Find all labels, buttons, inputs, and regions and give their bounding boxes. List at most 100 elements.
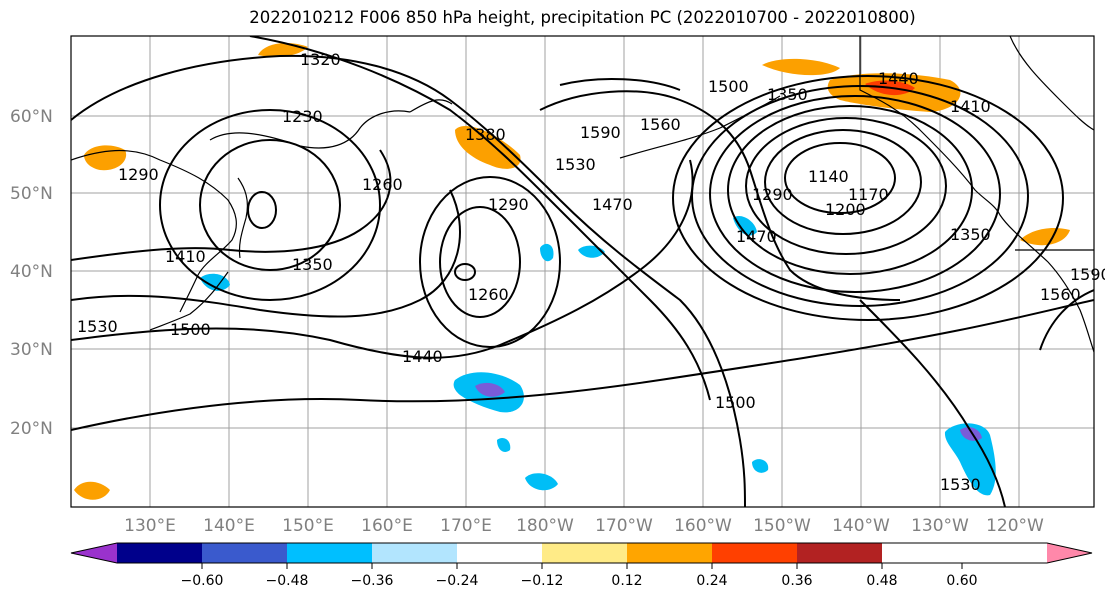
lon-label: 170°E <box>440 516 492 536</box>
colorbar-segment <box>202 543 287 563</box>
contour-line <box>784 142 896 214</box>
contour-label: 1500 <box>715 393 756 412</box>
colorbar-segment <box>542 543 627 563</box>
contour-line <box>764 129 922 235</box>
lon-label: 120°W <box>986 516 1044 536</box>
contour-label: 1560 <box>1040 285 1081 304</box>
contour-label: 1500 <box>170 320 211 339</box>
contour-label: 1260 <box>468 285 509 304</box>
contour-line <box>709 95 1001 293</box>
colorbar-tick-label: 0.12 <box>611 573 642 589</box>
latitude-axis: 60°N 50°N 40°N 30°N 20°N <box>10 107 53 439</box>
contour-line <box>71 149 392 261</box>
contour-label: 1530 <box>940 475 981 494</box>
lon-label: 130°E <box>124 516 176 536</box>
longitude-axis: 130°E 140°E 150°E 160°E 170°E 180°W 170°… <box>124 516 1044 536</box>
contour-label: 1290 <box>118 165 159 184</box>
contour-label: 1560 <box>640 115 681 134</box>
contour-labels: 1320 1230 1290 1380 1500 1590 1560 1530 … <box>77 50 1105 494</box>
precip-patch-strong-negative <box>960 427 982 441</box>
north-america-coastline <box>859 36 1094 353</box>
contour-line <box>71 299 1094 431</box>
lat-label: 50°N <box>10 184 53 204</box>
contour-label: 1470 <box>592 195 633 214</box>
precip-patch-negative <box>944 423 996 496</box>
lon-label: 160°E <box>361 516 413 536</box>
contour-label: 1530 <box>77 317 118 336</box>
colorbar-segment <box>797 543 882 563</box>
contour-line <box>199 139 341 271</box>
lon-label: 140°E <box>203 516 255 536</box>
contour-label: 1440 <box>402 347 443 366</box>
contour-line <box>745 117 947 255</box>
colorbar-tick-label: −0.48 <box>266 573 309 589</box>
contour-label: 1470 <box>736 227 777 246</box>
map-frame <box>70 35 1095 508</box>
precipitation-shading <box>74 43 1070 500</box>
precip-patch-positive <box>1020 228 1070 246</box>
contour-label: 1320 <box>300 50 341 69</box>
precip-patch-negative <box>540 243 554 262</box>
colorbar-segment <box>117 543 202 563</box>
contour-line <box>71 189 461 318</box>
contour-line <box>1039 289 1094 351</box>
contour-label: 1350 <box>292 255 333 274</box>
lat-label: 40°N <box>10 262 53 282</box>
contour-label: 1590 <box>580 123 621 142</box>
lon-label: 140°W <box>832 516 890 536</box>
contour-label: 1410 <box>165 247 206 266</box>
contour-line <box>159 109 381 301</box>
lon-label: 180°W <box>516 516 574 536</box>
japan-coastline <box>149 271 229 331</box>
contour-label: 1290 <box>752 185 793 204</box>
contour-line <box>672 75 1064 321</box>
canada-coastline <box>1009 36 1094 131</box>
height-contours <box>71 36 1094 507</box>
sakhalin-coastline <box>237 177 249 259</box>
contour-label: 1500 <box>708 77 749 96</box>
contour-label: 1350 <box>950 225 991 244</box>
contour-label: 1170 <box>848 185 889 204</box>
contour-line <box>727 105 973 275</box>
colorbar-tick-label: 0.48 <box>866 573 897 589</box>
contour-label: 1230 <box>282 107 323 126</box>
colorbar-over-arrow <box>1047 543 1092 563</box>
contour-label: 1590 <box>1070 265 1105 284</box>
contour-line <box>559 77 681 91</box>
colorbar-segment <box>627 543 712 563</box>
colorbar-tick-label: −0.60 <box>181 573 224 589</box>
contour-label: 1200 <box>825 200 866 219</box>
precip-patch-positive <box>74 481 110 500</box>
colorbar: −0.60 −0.48 −0.36 −0.24 −0.12 0.12 0.24 … <box>70 542 1093 589</box>
contour-line <box>247 191 277 229</box>
lat-label: 60°N <box>10 107 53 127</box>
colorbar-tick-label: −0.24 <box>436 573 479 589</box>
contour-label: 1380 <box>465 125 506 144</box>
lon-label: 130°W <box>911 516 969 536</box>
contour-label: 1140 <box>808 167 849 186</box>
colorbar-tick-label: 0.36 <box>781 573 812 589</box>
precip-patch-negative <box>497 438 511 452</box>
contour-line <box>71 54 746 507</box>
graticule <box>71 36 1094 507</box>
contour-line <box>439 206 521 318</box>
contour-line <box>71 159 694 359</box>
colorbar-segment <box>712 543 797 563</box>
colorbar-segment <box>287 543 372 563</box>
colorbar-segment <box>457 543 542 563</box>
contour-line <box>249 36 711 401</box>
precip-patch-negative <box>200 273 230 291</box>
precip-patch-negative <box>752 459 769 473</box>
colorbar-outline <box>70 542 1093 564</box>
contour-line <box>454 263 476 281</box>
colorbar-tick-label: −0.36 <box>351 573 394 589</box>
lat-label: 30°N <box>10 340 53 360</box>
precip-patch-negative <box>733 215 757 236</box>
lon-label: 160°W <box>674 516 732 536</box>
okhotsk-coastline <box>209 110 411 149</box>
lat-label: 20°N <box>10 419 53 439</box>
contour-label: 1290 <box>488 195 529 214</box>
lon-label: 170°W <box>595 516 653 536</box>
precip-patch-positive <box>455 126 521 169</box>
